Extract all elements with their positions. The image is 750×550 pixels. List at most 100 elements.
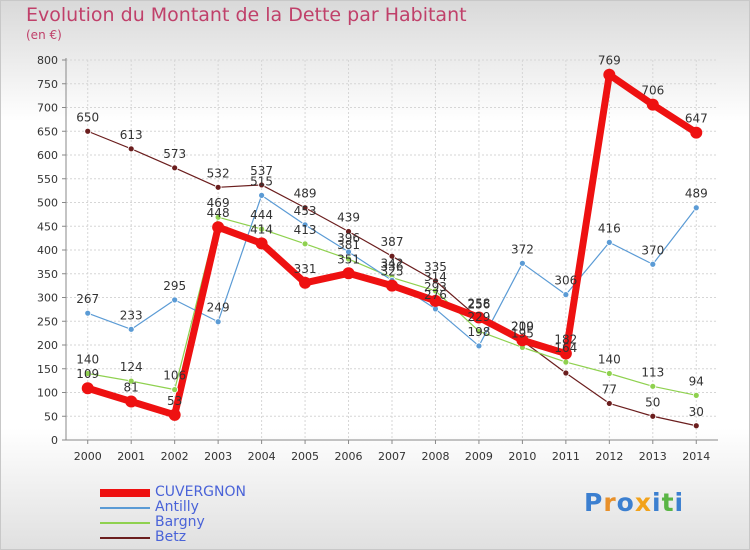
data-label-bargny: 164 <box>554 341 577 355</box>
data-label-cuvergnon: 647 <box>685 112 708 126</box>
y-tick-label: 300 <box>37 292 58 305</box>
x-tick-label: 2003 <box>204 450 232 463</box>
data-point-antilly <box>171 296 179 304</box>
legend-label: Antilly <box>155 499 199 515</box>
data-label-betz: 650 <box>76 110 99 124</box>
data-point-antilly <box>475 342 483 350</box>
legend-swatch <box>100 522 150 524</box>
y-tick-label: 450 <box>37 220 58 233</box>
data-label-bargny: 469 <box>207 196 230 210</box>
legend-swatch <box>100 489 150 497</box>
data-point-betz <box>388 252 396 260</box>
data-point-bargny <box>692 391 700 399</box>
data-label-cuvergnon: 81 <box>124 381 139 395</box>
chart-title: Evolution du Montant de la Dette par Hab… <box>26 4 467 26</box>
data-point-bargny <box>562 358 570 366</box>
logo-letter: t <box>661 488 675 517</box>
data-label-antilly: 416 <box>598 221 621 235</box>
data-point-antilly <box>649 260 657 268</box>
data-label-antilly: 370 <box>641 243 664 257</box>
data-label-betz: 335 <box>424 260 447 274</box>
data-point-bargny <box>214 213 222 221</box>
data-point-antilly <box>214 318 222 326</box>
data-point-betz <box>171 164 179 172</box>
y-tick-label: 550 <box>37 173 58 186</box>
logo-letter: i <box>652 488 662 517</box>
y-tick-label: 200 <box>37 339 58 352</box>
data-point-antilly <box>519 259 526 267</box>
data-label-bargny: 195 <box>511 326 534 340</box>
data-point-cuvergnon <box>646 98 659 111</box>
data-label-cuvergnon: 351 <box>337 252 360 266</box>
data-label-antilly: 198 <box>467 325 490 339</box>
x-tick-label: 2001 <box>117 450 145 463</box>
y-tick-label: 500 <box>37 197 58 210</box>
data-label-antilly: 453 <box>294 204 317 218</box>
data-label-bargny: 113 <box>641 365 664 379</box>
data-label-cuvergnon: 293 <box>424 280 447 294</box>
data-label-antilly: 276 <box>424 288 447 302</box>
data-label-cuvergnon: 325 <box>381 265 404 279</box>
data-point-cuvergnon <box>212 221 225 234</box>
data-point-betz <box>301 204 309 212</box>
data-label-bargny: 413 <box>294 223 317 237</box>
data-label-betz: 532 <box>207 166 230 180</box>
data-label-antilly: 306 <box>554 274 577 288</box>
data-point-cuvergnon <box>690 126 703 139</box>
data-label-betz: 439 <box>337 210 360 224</box>
data-label-betz: 387 <box>381 235 404 249</box>
data-point-bargny <box>432 287 439 295</box>
data-point-betz <box>84 127 92 135</box>
data-label-betz: 30 <box>689 405 704 419</box>
data-point-bargny <box>258 225 266 233</box>
y-tick-label: 250 <box>37 315 58 328</box>
data-point-antilly <box>562 291 570 299</box>
data-point-antilly <box>605 238 613 246</box>
data-label-antilly: 336 <box>381 259 404 273</box>
y-tick-label: 50 <box>44 410 58 423</box>
data-point-cuvergnon <box>429 294 442 307</box>
data-point-cuvergnon <box>125 395 138 408</box>
y-tick-label: 800 <box>37 54 58 67</box>
data-point-antilly <box>84 309 92 317</box>
data-point-betz <box>127 145 135 153</box>
data-label-betz: 537 <box>250 164 273 178</box>
unit-label: (en €) <box>26 28 62 42</box>
data-label-antilly: 295 <box>163 279 186 293</box>
legend-item-antilly: Antilly <box>100 499 300 515</box>
data-point-bargny <box>649 382 657 390</box>
data-point-cuvergnon <box>299 276 312 289</box>
x-tick-label: 2010 <box>508 450 536 463</box>
data-point-cuvergnon <box>603 68 616 81</box>
data-point-betz <box>432 277 439 285</box>
data-label-cuvergnon: 210 <box>511 319 534 333</box>
data-label-bargny: 229 <box>467 310 490 324</box>
data-label-bargny: 124 <box>120 360 143 374</box>
data-label-antilly: 249 <box>207 301 230 315</box>
data-point-cuvergnon <box>81 382 94 395</box>
data-point-betz <box>345 228 352 235</box>
data-label-betz: 573 <box>163 147 186 161</box>
y-tick-label: 0 <box>51 434 58 447</box>
data-label-antilly: 489 <box>685 187 708 201</box>
data-label-cuvergnon: 769 <box>598 54 621 68</box>
data-point-cuvergnon <box>472 311 485 324</box>
data-point-cuvergnon <box>255 237 268 250</box>
proxiti-logo: Proxiti <box>584 488 684 517</box>
x-tick-label: 2006 <box>335 450 363 463</box>
legend-label: CUVERGNON <box>155 484 246 500</box>
legend-item-bargny: Bargny <box>100 514 300 530</box>
logo-letter: i <box>674 488 685 517</box>
legend-swatch <box>100 507 150 509</box>
data-label-bargny: 381 <box>337 238 360 252</box>
data-point-cuvergnon <box>342 267 355 280</box>
data-label-antilly: 233 <box>120 308 143 322</box>
y-tick-label: 700 <box>37 102 58 115</box>
legend-swatch <box>100 537 150 539</box>
data-point-bargny <box>127 377 135 385</box>
x-tick-label: 2007 <box>378 450 406 463</box>
x-tick-label: 2008 <box>421 450 449 463</box>
legend-item-cuvergnon: CUVERGNON <box>100 484 300 500</box>
logo-letter: P <box>584 488 604 517</box>
